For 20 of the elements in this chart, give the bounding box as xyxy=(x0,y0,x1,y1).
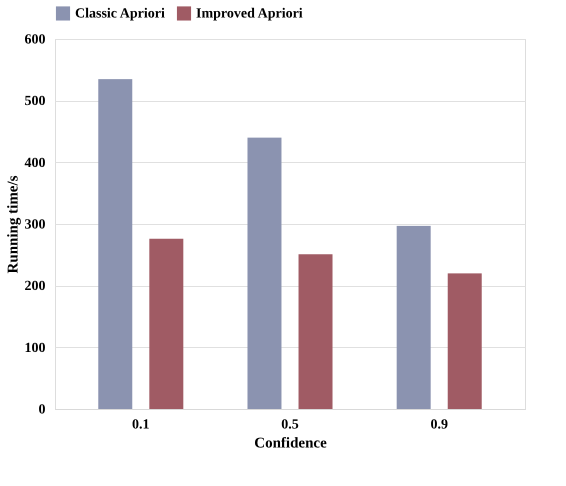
y-tick-label: 200 xyxy=(24,279,46,294)
legend-label: Improved Apriori xyxy=(196,6,303,22)
x-tick-label: 0.1 xyxy=(132,418,150,432)
y-tick-label: 300 xyxy=(24,218,46,232)
bar xyxy=(98,79,132,409)
y-tick-label: 500 xyxy=(24,94,46,110)
y-tick-label: 600 xyxy=(24,32,46,48)
y-tick-label: 400 xyxy=(24,156,46,171)
y-tick-label: 0 xyxy=(38,402,46,418)
x-axis-title: Confidence xyxy=(254,436,328,452)
bar xyxy=(298,254,333,409)
legend-label: Classic Apriori xyxy=(75,6,165,22)
x-tick-label: 0.5 xyxy=(281,418,299,432)
bar xyxy=(247,138,282,409)
x-tick-label: 0.9 xyxy=(430,418,448,432)
y-axis-title: Running time/s xyxy=(6,175,22,274)
bar xyxy=(149,238,184,409)
bar xyxy=(396,226,431,409)
bar xyxy=(448,273,482,409)
y-tick-label: 100 xyxy=(24,340,46,356)
